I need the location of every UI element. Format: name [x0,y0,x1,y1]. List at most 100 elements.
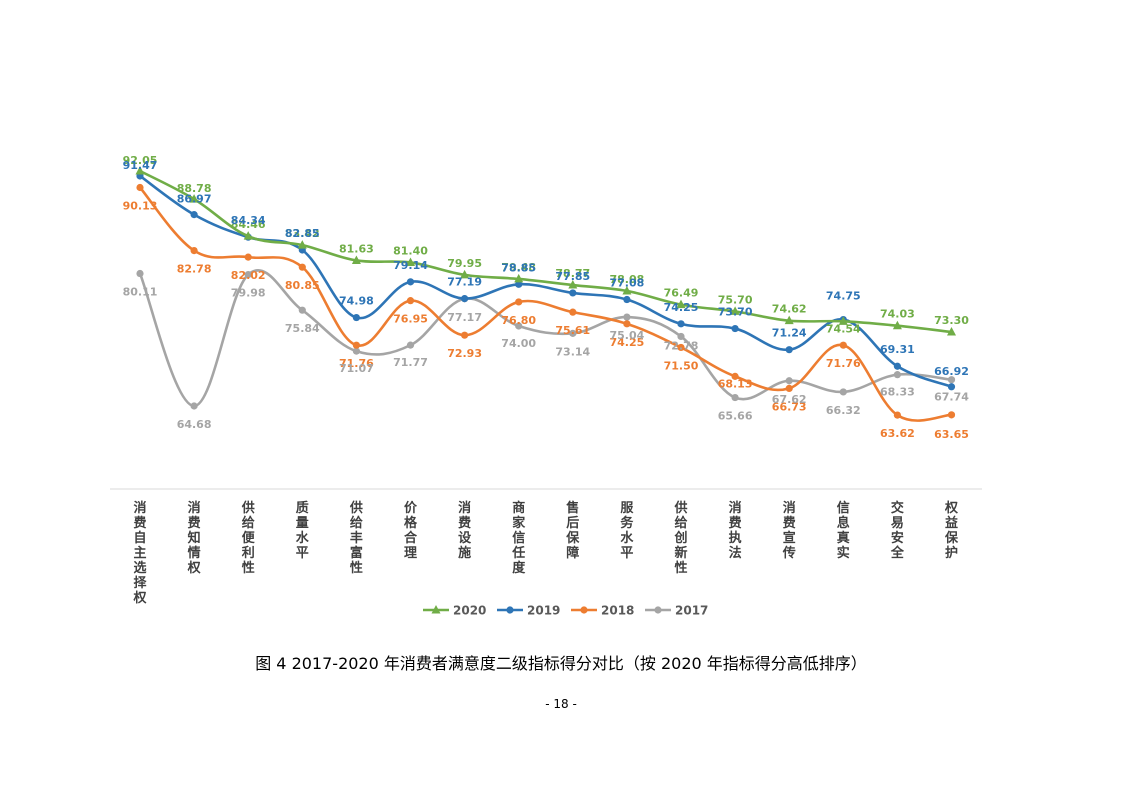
data-label: 82.02 [231,269,266,282]
data-point [785,384,793,392]
data-label: 65.66 [718,410,753,423]
data-point [947,411,956,419]
data-point [623,313,631,321]
legend-label: 2020 [453,604,486,618]
x-tick-label: 服务水平 [620,501,634,561]
series-line-2020 [139,169,952,334]
data-label: 78.08 [610,273,645,286]
x-tick-label: 供给便利性 [241,500,256,576]
data-point [569,329,577,337]
x-tick-label: 消费自主选择权 [132,500,147,606]
data-point [515,322,523,330]
data-label: 66.32 [826,404,861,417]
data-point [676,299,686,309]
data-label: 78.77 [555,267,590,280]
data-label: 73.70 [718,306,753,319]
data-label: 86.97 [177,193,212,206]
data-point [677,332,685,341]
x-tick-label: 权益保护 [944,500,959,561]
data-label: 79.14 [393,259,428,272]
data-label: 75.84 [285,322,320,335]
data-label: 77.08 [610,277,645,290]
data-label: 80.11 [123,286,158,299]
data-label: 71.50 [664,359,699,372]
data-label: 84.34 [231,214,266,227]
data-label: 76.80 [501,314,536,327]
data-label: 77.19 [447,276,482,289]
data-label: 77.85 [555,270,590,283]
data-label: 74.25 [610,336,645,349]
data-point [135,166,145,175]
x-tick-label: 价格合理 [404,501,418,561]
data-point [838,316,848,325]
legend-marker [506,606,514,614]
data-point [569,289,577,297]
legend-marker [431,605,441,614]
data-label: 64.68 [177,418,212,431]
data-label: 88.78 [177,182,212,195]
data-point [731,393,739,402]
data-point [893,411,902,419]
data-label: 71.24 [772,327,807,340]
x-tick-label: 信息真实 [837,500,850,561]
data-label: 84.46 [231,218,266,231]
data-label: 74.75 [826,290,861,303]
data-label: 71.76 [826,357,861,370]
series-line-2018 [139,186,952,422]
data-point [893,362,902,370]
data-label: 75.61 [555,324,590,337]
legend-label: 2019 [527,604,560,618]
data-label: 66.92 [934,365,969,378]
data-point [406,278,415,286]
data-label: 83.42 [285,227,320,240]
data-point [406,257,415,266]
x-tick-label: 质量水平 [296,500,310,561]
x-tick-label: 交易安全 [890,500,905,561]
x-tick-label: 消费执法 [729,500,742,561]
x-tick-label: 供给丰富性 [349,500,363,576]
data-point [460,269,470,279]
data-label: 82.85 [285,227,320,240]
data-label: 71.07 [339,362,374,375]
data-point [623,295,631,304]
data-point [297,240,307,249]
data-point [136,269,144,278]
data-point [243,231,253,240]
data-point [569,308,577,316]
data-point [136,183,144,192]
data-point [514,273,524,283]
data-label: 63.65 [934,428,969,441]
data-label: 74.00 [501,337,536,350]
data-point [677,320,685,328]
data-label: 67.62 [772,393,807,406]
data-label: 76.49 [664,287,699,300]
data-point [947,376,956,384]
page-number: - 18 - [545,697,577,711]
legend-label: 2018 [601,604,634,618]
data-point [406,297,415,305]
data-label: 72.78 [664,339,699,352]
data-point [461,331,469,339]
x-tick-label: 商家信任度 [511,500,526,576]
data-label: 69.31 [880,343,915,356]
data-point [352,347,360,355]
data-label: 75.70 [718,293,753,306]
figure-caption: 图 4 2017-2020 年消费者满意度二级指标得分对比（按 2020 年指标… [255,654,867,673]
data-label: 78.85 [501,261,536,274]
data-point [352,313,360,322]
data-point [893,371,902,379]
data-label: 67.74 [934,391,969,404]
data-point [784,315,794,325]
data-point [785,346,793,354]
data-point [352,341,360,349]
data-label: 76.95 [393,313,428,326]
x-tick-label: 消费设施 [458,500,472,561]
x-tick-label: 消费宣传 [782,500,796,561]
data-label: 74.62 [772,303,807,316]
data-point [839,341,847,349]
data-label: 74.25 [664,301,699,314]
data-label: 66.73 [772,400,807,413]
data-point [298,263,306,271]
data-label: 72.93 [447,347,482,360]
data-label: 71.76 [339,357,374,370]
